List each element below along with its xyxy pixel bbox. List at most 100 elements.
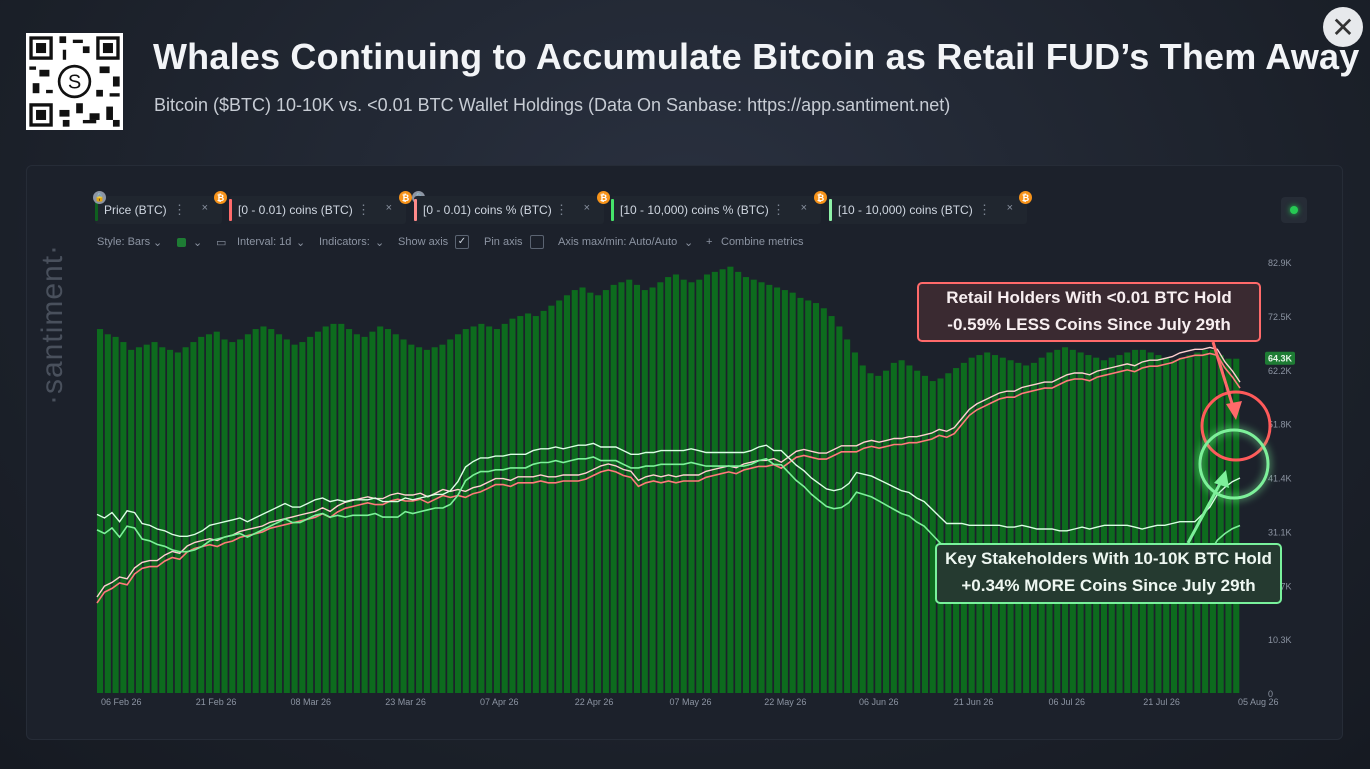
- combine-metrics-button[interactable]: Combine metrics: [721, 236, 804, 248]
- price-bar: [104, 334, 111, 693]
- price-bar: [1046, 352, 1053, 693]
- metric-color-swatch: [829, 199, 832, 221]
- interval-icon: ▭: [216, 237, 227, 249]
- pin-axis-checkbox[interactable]: [530, 235, 544, 249]
- remove-metric-icon[interactable]: ×: [1006, 202, 1013, 214]
- more-icon[interactable]: ⋮: [978, 202, 991, 217]
- price-bar: [369, 331, 376, 693]
- indicators-selector[interactable]: Indicators:: [319, 236, 370, 248]
- price-bar: [299, 342, 306, 693]
- price-bar: [486, 326, 493, 693]
- metric-chip-whale-pct[interactable]: [10 - 10,000) coins % (BTC) ⋮ ×: [611, 196, 821, 224]
- show-axis-checkbox[interactable]: ✓: [455, 235, 469, 249]
- chevron-down-icon[interactable]: ⌄: [684, 237, 694, 249]
- retail-coins-line: [96, 352, 1241, 604]
- price-bar: [696, 279, 703, 693]
- chevron-down-icon[interactable]: ⌄: [375, 237, 385, 249]
- retail-annotation-line1: Retail Holders With <0.01 BTC Hold: [946, 288, 1232, 307]
- whale-annotation-line2: +0.34% MORE Coins Since July 29th: [961, 576, 1256, 595]
- price-bar: [548, 305, 555, 693]
- remove-metric-icon[interactable]: ×: [201, 202, 208, 214]
- price-bar: [1217, 355, 1224, 693]
- price-bar: [470, 326, 477, 693]
- price-bar: [633, 284, 641, 693]
- price-bar: [525, 313, 532, 693]
- price-bar: [774, 287, 781, 693]
- price-bar: [205, 334, 213, 693]
- remove-metric-icon[interactable]: ×: [385, 202, 392, 214]
- price-bar: [229, 342, 236, 693]
- price-bar: [844, 339, 851, 693]
- price-bar: [828, 316, 835, 693]
- retail-highlight-circle: [1200, 390, 1272, 462]
- metric-label: [0 - 0.01) coins % (BTC): [423, 203, 552, 217]
- metric-color-swatch: [95, 199, 98, 221]
- price-bar: [112, 336, 119, 693]
- style-selector[interactable]: Style: Bars: [97, 236, 151, 248]
- price-bar: [1155, 355, 1162, 693]
- price-bar: [937, 378, 944, 693]
- remove-metric-icon[interactable]: ×: [583, 202, 590, 214]
- price-bar: [314, 331, 321, 693]
- chevron-down-icon[interactable]: ⌄: [153, 237, 163, 249]
- price-bar: [991, 355, 999, 693]
- more-icon[interactable]: ⋮: [357, 202, 370, 217]
- price-bar: [384, 329, 392, 693]
- price-bar: [618, 282, 625, 693]
- metric-color-swatch: [611, 199, 614, 221]
- annotation-overlay: [1186, 341, 1272, 544]
- show-axis-label: Show axis: [398, 236, 449, 248]
- lock-icon: 🔒: [93, 191, 106, 204]
- qr-code-icon: S: [26, 33, 123, 130]
- price-bar: [579, 287, 586, 693]
- price-bar: [439, 344, 446, 693]
- price-bar: [1225, 358, 1232, 693]
- price-bar: [128, 349, 135, 693]
- live-status-button[interactable]: [1281, 197, 1307, 223]
- y-tick-label: 10.3K: [1268, 635, 1292, 645]
- price-bar: [1139, 349, 1146, 693]
- price-bar: [182, 347, 189, 693]
- price-bar: [416, 347, 423, 693]
- plus-icon[interactable]: +: [706, 236, 713, 248]
- price-bar: [143, 344, 150, 693]
- price-bar: [672, 274, 679, 693]
- whale-highlight-circle: [1198, 428, 1270, 500]
- pin-axis-label: Pin axis: [484, 236, 523, 248]
- axis-range-selector[interactable]: Axis max/min: Auto/Auto: [558, 236, 678, 248]
- price-bar: [945, 373, 952, 693]
- price-bar: [563, 295, 571, 693]
- more-icon[interactable]: ⋮: [555, 202, 568, 217]
- price-bar: [1077, 352, 1084, 693]
- price-bar: [587, 292, 594, 693]
- more-icon[interactable]: ⋮: [772, 202, 785, 217]
- price-bar: [929, 381, 936, 693]
- price-bar: [595, 295, 602, 693]
- more-icon[interactable]: ⋮: [173, 202, 186, 217]
- price-bar: [493, 329, 500, 693]
- interval-selector[interactable]: Interval: 1d: [237, 236, 292, 248]
- metric-chip-whale-coins[interactable]: [10 - 10,000) coins (BTC) ⋮ ×: [829, 196, 1027, 224]
- metric-chip-retail-coins[interactable]: [0 - 0.01) coins (BTC) ⋮ ×: [229, 196, 406, 224]
- x-tick-label: 21 Jul 26: [1143, 697, 1180, 707]
- price-bar: [1116, 355, 1123, 693]
- bitcoin-icon: ₿: [214, 191, 227, 204]
- close-button[interactable]: ✕: [1323, 7, 1363, 47]
- metric-chip-price[interactable]: Price (BTC) ⋮ ×: [95, 196, 222, 224]
- price-bar: [665, 277, 672, 693]
- whale-arrow: [1186, 479, 1224, 544]
- x-tick-label: 07 Apr 26: [480, 697, 519, 707]
- retail-arrowhead: [1226, 401, 1242, 420]
- price-bar: [353, 334, 360, 693]
- price-bar: [478, 323, 485, 693]
- x-axis: 06 Feb 26 21 Feb 26 08 Mar 26 23 Mar 26 07 A…: [101, 697, 1279, 707]
- chevron-down-icon[interactable]: ⌄: [193, 237, 203, 249]
- metric-chip-retail-pct[interactable]: [0 - 0.01) coins % (BTC) ⋮ ×: [414, 196, 604, 224]
- price-bar: [377, 326, 384, 693]
- remove-metric-icon[interactable]: ×: [800, 202, 807, 214]
- price-bar: [883, 370, 890, 693]
- price-bar: [431, 347, 438, 693]
- color-picker-swatch[interactable]: [177, 238, 186, 247]
- chevron-down-icon[interactable]: ⌄: [296, 237, 306, 249]
- price-bar: [509, 318, 516, 693]
